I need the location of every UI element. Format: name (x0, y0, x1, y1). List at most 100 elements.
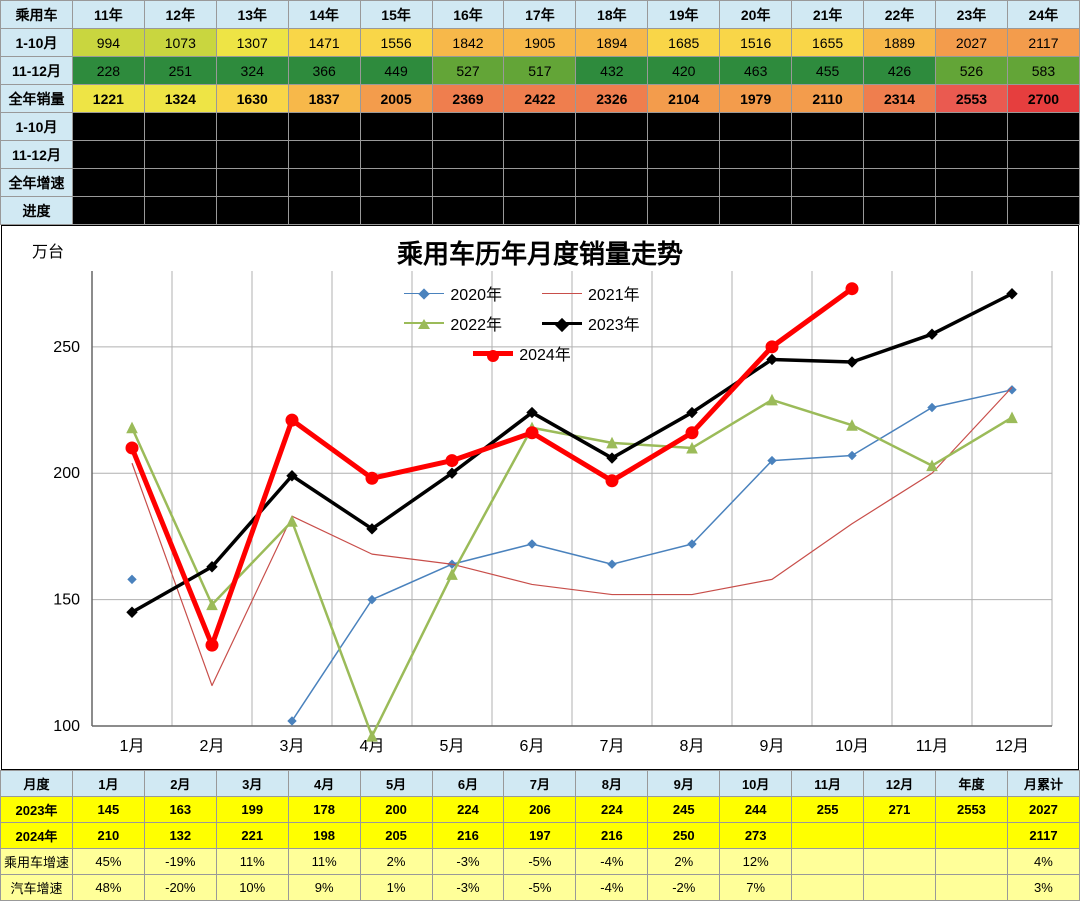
year-header: 22年 (864, 1, 936, 29)
chart-title: 乘用车历年月度销量走势 (2, 234, 1078, 271)
data-cell: 2005 (360, 85, 432, 113)
year-header: 21年 (792, 1, 864, 29)
data-cell: -4% (576, 849, 648, 875)
month-header: 9月 (648, 771, 720, 797)
data-cell: 1685 (648, 29, 720, 57)
empty-cell (720, 141, 792, 169)
row-label: 全年增速 (1, 169, 73, 197)
empty-cell (935, 197, 1007, 225)
data-cell (935, 849, 1007, 875)
data-cell: 1894 (576, 29, 648, 57)
empty-cell (648, 197, 720, 225)
data-cell: 210 (72, 823, 144, 849)
data-cell: 2104 (648, 85, 720, 113)
year-header: 17年 (504, 1, 576, 29)
data-cell: 206 (504, 797, 576, 823)
empty-cell (935, 113, 1007, 141)
row-label: 1-10月 (1, 29, 73, 57)
data-cell (792, 875, 864, 901)
data-cell: -3% (432, 849, 504, 875)
empty-cell (792, 197, 864, 225)
data-cell: 245 (648, 797, 720, 823)
empty-cell (648, 113, 720, 141)
data-cell: 426 (864, 57, 936, 85)
legend-item: 2024年 (473, 341, 571, 365)
data-cell: 2422 (504, 85, 576, 113)
month-header: 年度 (935, 771, 1007, 797)
month-header: 12月 (864, 771, 936, 797)
data-cell: 366 (288, 57, 360, 85)
year-header: 19年 (648, 1, 720, 29)
data-cell: 1905 (504, 29, 576, 57)
data-cell: 420 (648, 57, 720, 85)
row-label: 乘用车增速 (1, 849, 73, 875)
empty-cell (864, 197, 936, 225)
data-cell: 250 (648, 823, 720, 849)
data-cell (935, 875, 1007, 901)
bottom-monthly-table: 月度1月2月3月4月5月6月7月8月9月10月11月12月年度月累计 2023年… (0, 770, 1080, 901)
empty-cell (864, 141, 936, 169)
data-cell: 1979 (720, 85, 792, 113)
row-label: 汽车增速 (1, 875, 73, 901)
year-header: 18年 (576, 1, 648, 29)
empty-cell (288, 197, 360, 225)
empty-cell (144, 141, 216, 169)
empty-cell (216, 197, 288, 225)
bottom-corner: 月度 (1, 771, 73, 797)
empty-cell (864, 169, 936, 197)
svg-text:10月: 10月 (835, 738, 869, 755)
row-label: 2023年 (1, 797, 73, 823)
empty-cell (1007, 169, 1079, 197)
data-cell: 224 (576, 797, 648, 823)
year-header: 11年 (72, 1, 144, 29)
data-cell: 200 (360, 797, 432, 823)
empty-cell (720, 197, 792, 225)
empty-cell (504, 169, 576, 197)
legend-label: 2022年 (450, 311, 502, 335)
year-header: 14年 (288, 1, 360, 29)
empty-cell (72, 197, 144, 225)
empty-cell (1007, 113, 1079, 141)
top-corner-cell: 乘用车 (1, 1, 73, 29)
data-cell: 1516 (720, 29, 792, 57)
year-header: 12年 (144, 1, 216, 29)
data-cell (864, 849, 936, 875)
data-cell: 224 (432, 797, 504, 823)
empty-cell (864, 113, 936, 141)
svg-text:8月: 8月 (680, 738, 705, 755)
empty-cell (144, 197, 216, 225)
month-header: 10月 (720, 771, 792, 797)
svg-text:11月: 11月 (916, 738, 949, 755)
data-cell: 251 (144, 57, 216, 85)
data-cell: 1842 (432, 29, 504, 57)
empty-cell (648, 169, 720, 197)
empty-cell (288, 169, 360, 197)
svg-text:2月: 2月 (200, 738, 225, 755)
legend-label: 2023年 (588, 311, 640, 335)
empty-cell (792, 113, 864, 141)
empty-cell (72, 141, 144, 169)
data-cell: 12% (720, 849, 792, 875)
svg-text:100: 100 (53, 718, 80, 735)
data-cell: 1630 (216, 85, 288, 113)
empty-cell (792, 169, 864, 197)
svg-text:3月: 3月 (280, 738, 305, 755)
data-cell: 2027 (935, 29, 1007, 57)
empty-cell (216, 113, 288, 141)
data-cell: 228 (72, 57, 144, 85)
year-header: 16年 (432, 1, 504, 29)
data-cell: 2553 (935, 797, 1007, 823)
year-header: 24年 (1007, 1, 1079, 29)
legend-item: 2020年 (404, 281, 502, 305)
data-cell: 2% (360, 849, 432, 875)
data-cell: 2700 (1007, 85, 1079, 113)
empty-cell (792, 141, 864, 169)
legend-label: 2024年 (519, 341, 571, 365)
svg-text:200: 200 (53, 465, 80, 482)
data-cell: 1324 (144, 85, 216, 113)
data-cell: 10% (216, 875, 288, 901)
empty-cell (576, 197, 648, 225)
empty-cell (576, 141, 648, 169)
month-header: 月累计 (1007, 771, 1079, 797)
data-cell: 463 (720, 57, 792, 85)
